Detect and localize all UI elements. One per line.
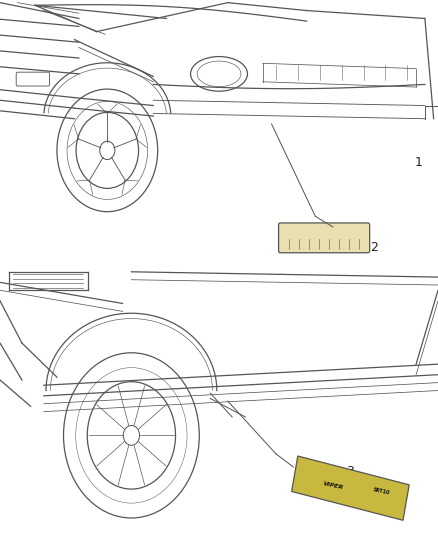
FancyBboxPatch shape bbox=[279, 223, 370, 253]
Text: VIPER: VIPER bbox=[322, 481, 344, 490]
Text: 2: 2 bbox=[371, 241, 378, 254]
Text: SRT10: SRT10 bbox=[372, 487, 390, 495]
Text: 3: 3 bbox=[346, 465, 354, 478]
Polygon shape bbox=[292, 456, 409, 520]
Text: 1: 1 bbox=[414, 156, 422, 169]
